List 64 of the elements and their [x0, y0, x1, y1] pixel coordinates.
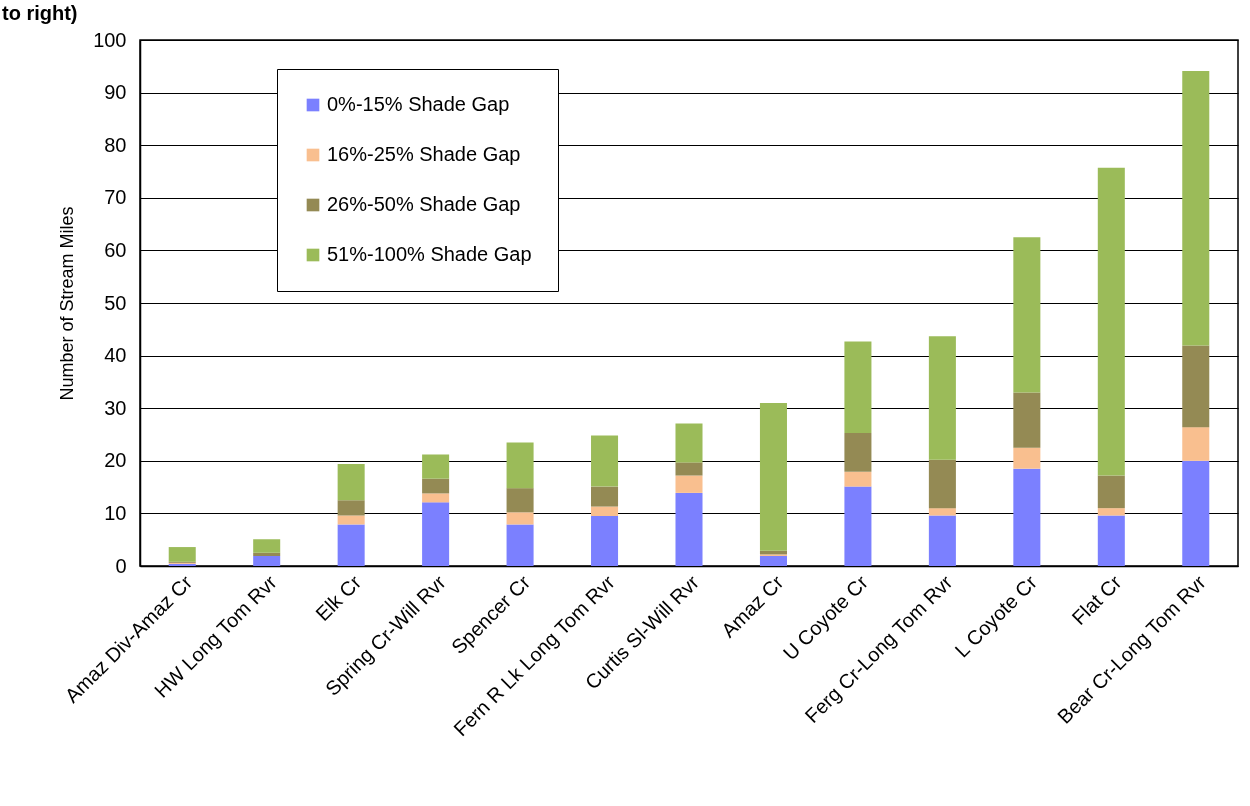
- bar: [844, 432, 872, 472]
- bar: [844, 471, 872, 487]
- bar: [759, 556, 787, 566]
- y-tick-label: 30: [104, 396, 127, 419]
- bar: [675, 423, 703, 463]
- bar: [591, 486, 619, 507]
- bar: [675, 492, 703, 566]
- bar: [506, 442, 534, 489]
- y-tick-label: 100: [93, 28, 127, 51]
- bar: [759, 402, 787, 551]
- y-tick-label: 20: [104, 449, 127, 472]
- bar: [1013, 392, 1041, 448]
- y-tick-label: 0: [115, 554, 127, 577]
- y-tick-label: 10: [104, 501, 127, 524]
- legend-label: 26%-50% Shade Gap: [327, 193, 521, 215]
- bar: [1097, 515, 1125, 566]
- bar: [1182, 427, 1210, 461]
- bar: [1013, 468, 1041, 566]
- bar: [506, 524, 534, 566]
- bar: [591, 506, 619, 517]
- bar: [422, 493, 450, 503]
- bar: [506, 512, 534, 525]
- bar: [928, 459, 956, 509]
- bar: [928, 336, 956, 460]
- bar: [844, 341, 872, 433]
- bar: [1013, 237, 1041, 393]
- bar: [1097, 475, 1125, 509]
- bar: [337, 524, 365, 566]
- bar: [253, 552, 281, 557]
- bar: [422, 502, 450, 566]
- bar: [1013, 447, 1041, 469]
- bar: [422, 478, 450, 494]
- y-tick-label: 80: [104, 133, 127, 156]
- y-tick-label: 90: [104, 81, 127, 104]
- bar: [1182, 345, 1210, 428]
- y-axis-title: Number of Stream Miles: [57, 206, 78, 401]
- x-tick-label: Elk Cr: [311, 570, 366, 626]
- bar: [928, 508, 956, 516]
- x-tick-label: Flat Cr: [1067, 570, 1126, 630]
- legend-label: 0%-15% Shade Gap: [327, 93, 510, 115]
- bar: [928, 515, 956, 566]
- bar: [337, 463, 365, 501]
- bar: [422, 454, 450, 479]
- bar: [253, 556, 281, 566]
- bar: [337, 500, 365, 516]
- y-tick-label: 50: [104, 291, 127, 314]
- bar: [675, 475, 703, 493]
- y-tick-label: 40: [104, 344, 127, 367]
- bar: [168, 547, 196, 562]
- bar: [844, 486, 872, 566]
- y-tick-label: 70: [104, 186, 127, 209]
- legend-label: 51%-100% Shade Gap: [327, 243, 532, 265]
- bar: [1097, 167, 1125, 476]
- legend-label: 16%-25% Shade Gap: [327, 143, 521, 165]
- bar: [506, 488, 534, 513]
- bar: [1097, 508, 1125, 516]
- y-tick-label: 60: [104, 238, 127, 261]
- bar: [1182, 460, 1210, 566]
- bar: [253, 539, 281, 553]
- chart-title: to right): [2, 2, 78, 24]
- bar: [591, 516, 619, 566]
- bar: [591, 435, 619, 487]
- bar: [675, 462, 703, 476]
- bar: [1182, 71, 1210, 346]
